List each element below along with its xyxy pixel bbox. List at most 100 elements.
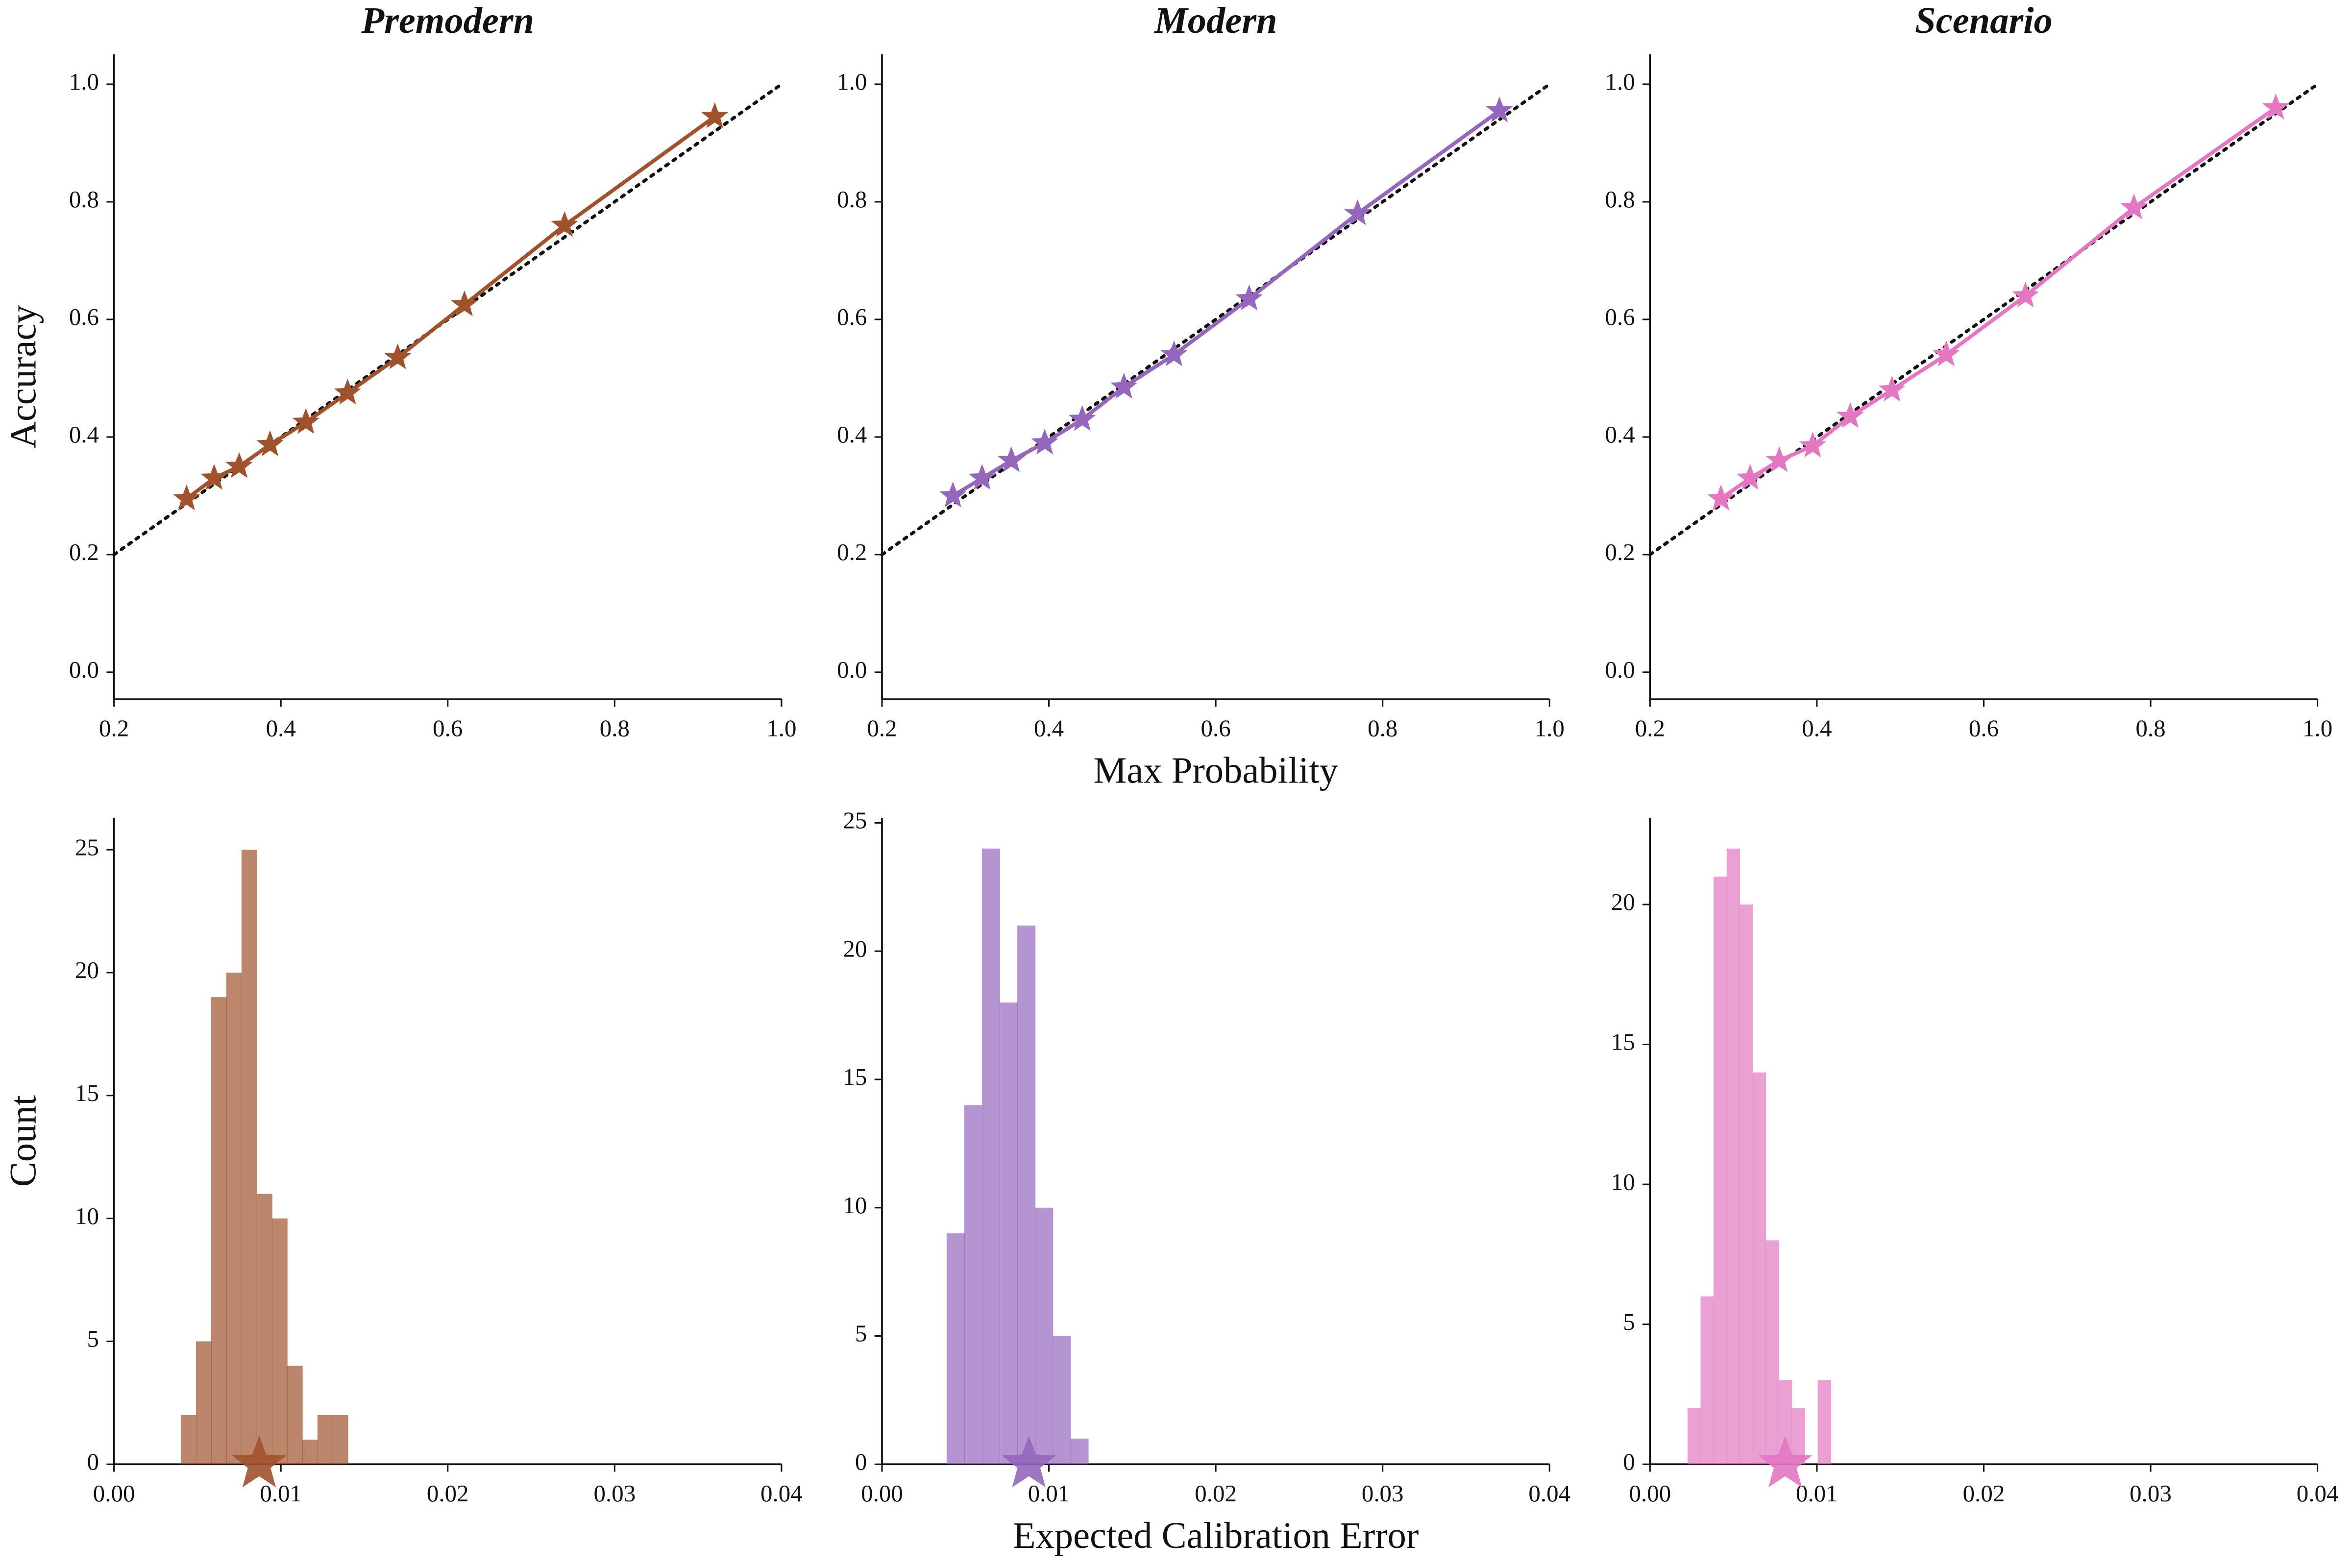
point-marker: [256, 430, 284, 456]
x-tick-label: 0.02: [1963, 1480, 2005, 1507]
point-marker: [200, 464, 228, 490]
histogram-bar: [271, 1218, 288, 1465]
point-marker: [701, 102, 729, 128]
x-tick-label: 1.0: [1535, 715, 1565, 742]
y-tick-label: 5: [855, 1320, 867, 1347]
x-tick-label: 0.04: [760, 1480, 803, 1507]
histogram-bar: [1035, 1207, 1054, 1465]
y-tick-label: 0: [87, 1448, 99, 1475]
x-tick-label: 1.0: [766, 715, 796, 742]
point-marker: [1486, 96, 1513, 122]
point-marker: [1069, 405, 1096, 431]
y-tick-label: 25: [843, 807, 867, 834]
x-tick-label: 0.04: [1528, 1480, 1570, 1507]
y-tick-label: 0.0: [69, 656, 99, 683]
histogram-bar: [1740, 904, 1753, 1465]
y-tick-label: 0: [1623, 1448, 1635, 1475]
point-marker: [1160, 340, 1188, 367]
histogram-bar: [241, 850, 257, 1465]
point-marker: [1707, 484, 1735, 511]
x-tick-label: 0.02: [1195, 1480, 1237, 1507]
x-axis-label: Expected Calibration Error: [1013, 1515, 1419, 1556]
chart-title: Modern: [1153, 0, 1277, 41]
x-tick-label: 0.8: [600, 715, 630, 742]
y-tick-label: 0: [855, 1448, 867, 1475]
mean-marker: [1002, 1436, 1056, 1488]
histogram-bar: [1070, 1438, 1089, 1465]
histogram-bar: [964, 1105, 982, 1465]
histogram-bar: [981, 848, 1001, 1465]
y-tick-label: 15: [1611, 1029, 1635, 1055]
histogram-bar: [226, 972, 242, 1465]
x-tick-label: 0.6: [1969, 715, 1999, 742]
histogram-bar: [1817, 1380, 1832, 1465]
y-tick-label: 0.6: [69, 303, 99, 330]
histogram-bar: [302, 1440, 318, 1465]
point-marker: [1110, 372, 1138, 399]
histogram-bar: [287, 1366, 303, 1465]
x-tick-label: 1.0: [2303, 715, 2332, 742]
calibration-line: [1719, 106, 2277, 501]
x-tick-label: 0.2: [99, 715, 129, 742]
point-marker: [225, 452, 253, 478]
point-marker: [1799, 431, 1827, 458]
x-tick-label: 0.03: [2130, 1480, 2172, 1507]
point-marker: [1344, 199, 1372, 225]
x-tick-label: 0.04: [2297, 1480, 2339, 1507]
point-marker: [2120, 193, 2148, 220]
calibration-line: [185, 115, 716, 500]
reference-line: [1648, 82, 2319, 557]
point-marker: [968, 464, 996, 490]
x-tick-label: 0.4: [1802, 715, 1832, 742]
y-tick-label: 0.6: [837, 303, 867, 330]
point-marker: [2011, 281, 2039, 308]
y-tick-label: 0.6: [1605, 303, 1635, 330]
y-tick-label: 0.0: [837, 656, 867, 683]
histogram-bar: [1752, 1072, 1766, 1465]
histogram-bar: [256, 1194, 272, 1465]
histogram-bar: [1714, 876, 1727, 1465]
point-marker: [384, 343, 412, 369]
histogram-bar: [180, 1415, 196, 1465]
y-axis-label: Accuracy: [2, 305, 44, 448]
x-tick-label: 0.8: [2135, 715, 2165, 742]
y-tick-label: 20: [1611, 888, 1635, 915]
y-tick-label: 5: [1623, 1308, 1635, 1335]
histogram-bar: [1000, 1002, 1018, 1465]
point-marker: [2262, 93, 2290, 120]
histogram-bar: [211, 997, 227, 1465]
x-tick-label: 0.01: [260, 1480, 302, 1507]
mean-marker: [232, 1436, 287, 1488]
y-tick-label: 15: [75, 1079, 99, 1106]
histogram-bar: [1687, 1408, 1701, 1465]
point-marker: [1878, 375, 1906, 402]
histogram-bar: [1053, 1336, 1071, 1465]
point-marker: [334, 378, 362, 405]
point-marker: [1765, 446, 1793, 472]
histogram-bar: [1017, 925, 1036, 1465]
y-tick-label: 0.4: [837, 421, 867, 448]
x-tick-label: 0.8: [1368, 715, 1397, 742]
y-tick-label: 0.2: [837, 539, 867, 565]
histogram-bar: [946, 1233, 965, 1465]
point-marker: [173, 484, 200, 511]
chart-title: Scenario: [1915, 0, 2053, 41]
histogram-bar: [332, 1415, 348, 1465]
x-tick-label: 0.2: [1635, 715, 1665, 742]
reference-line: [880, 82, 1551, 557]
y-tick-label: 0.4: [1605, 421, 1635, 448]
y-tick-label: 0.0: [1605, 656, 1635, 683]
x-tick-label: 0.03: [1362, 1480, 1404, 1507]
y-tick-label: 0.8: [1605, 186, 1635, 213]
x-tick-label: 0.6: [1201, 715, 1231, 742]
histogram-bar: [317, 1415, 333, 1465]
y-tick-label: 0.2: [1605, 539, 1635, 565]
y-tick-label: 0.2: [69, 539, 99, 565]
point-marker: [998, 446, 1025, 472]
point-marker: [939, 481, 967, 508]
point-marker: [451, 290, 478, 317]
point-marker: [1737, 464, 1764, 490]
x-tick-label: 0.00: [93, 1480, 135, 1507]
